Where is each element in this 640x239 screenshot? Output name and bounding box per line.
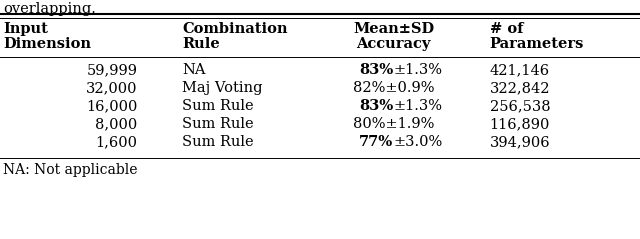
Text: 83%: 83% — [359, 99, 394, 113]
Text: overlapping.: overlapping. — [3, 2, 96, 16]
Text: 32,000: 32,000 — [86, 81, 138, 95]
Text: # of: # of — [490, 22, 523, 36]
Text: Sum Rule: Sum Rule — [182, 117, 254, 131]
Text: Accuracy: Accuracy — [356, 37, 431, 51]
Text: 77%: 77% — [359, 135, 394, 149]
Text: Sum Rule: Sum Rule — [182, 135, 254, 149]
Text: 8,000: 8,000 — [95, 117, 138, 131]
Text: Parameters: Parameters — [490, 37, 584, 51]
Text: 421,146: 421,146 — [490, 63, 550, 77]
Text: 82%±0.9%: 82%±0.9% — [353, 81, 435, 95]
Text: 256,538: 256,538 — [490, 99, 550, 113]
Text: Mean±SD: Mean±SD — [353, 22, 434, 36]
Text: NA: NA — [182, 63, 206, 77]
Text: 116,890: 116,890 — [490, 117, 550, 131]
Text: 1,600: 1,600 — [95, 135, 138, 149]
Text: Maj Voting: Maj Voting — [182, 81, 263, 95]
Text: Rule: Rule — [182, 37, 220, 51]
Text: 322,842: 322,842 — [490, 81, 550, 95]
Text: NA: Not applicable: NA: Not applicable — [3, 163, 138, 177]
Text: 80%±1.9%: 80%±1.9% — [353, 117, 435, 131]
Text: Combination: Combination — [182, 22, 288, 36]
Text: ±1.3%: ±1.3% — [394, 63, 443, 77]
Text: Dimension: Dimension — [3, 37, 92, 51]
Text: Sum Rule: Sum Rule — [182, 99, 254, 113]
Text: 83%: 83% — [359, 63, 394, 77]
Text: 16,000: 16,000 — [86, 99, 138, 113]
Text: ±3.0%: ±3.0% — [394, 135, 443, 149]
Text: ±1.3%: ±1.3% — [394, 99, 443, 113]
Text: 394,906: 394,906 — [490, 135, 550, 149]
Text: 59,999: 59,999 — [86, 63, 138, 77]
Text: Input: Input — [3, 22, 48, 36]
